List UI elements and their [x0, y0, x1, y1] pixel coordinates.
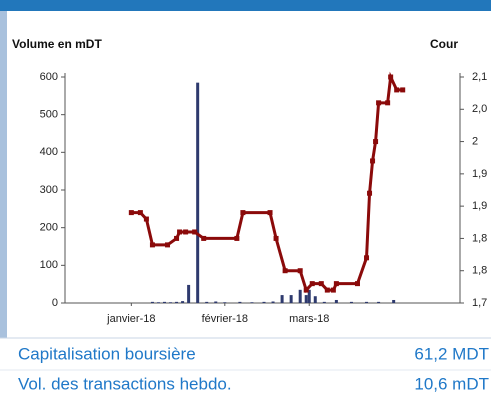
stat-label: Capitalisation boursière [18, 344, 196, 363]
top-band [0, 0, 491, 11]
price-marker [364, 255, 370, 261]
price-marker [297, 268, 303, 274]
price-marker [174, 235, 180, 241]
price-marker [192, 229, 198, 235]
y-tick-label: 0 [52, 297, 58, 309]
bar [313, 296, 317, 303]
y-tick-label: 600 [40, 71, 58, 83]
price-marker [267, 210, 273, 216]
price-marker [324, 287, 330, 293]
bar [163, 301, 167, 303]
price-marker [333, 281, 339, 287]
bar [304, 295, 308, 303]
bar [196, 82, 200, 304]
price-marker [137, 210, 143, 216]
price-marker [183, 229, 189, 235]
price-marker [303, 287, 309, 293]
chart-panel [7, 11, 491, 338]
price-marker [400, 87, 406, 93]
y-tick-label: 500 [40, 109, 58, 121]
price-marker [376, 100, 382, 106]
bar [377, 301, 381, 303]
stat-value: 61,2 MDT [414, 344, 489, 363]
price-marker [282, 268, 288, 274]
bar [349, 301, 353, 303]
bar [262, 301, 266, 303]
y2-tick-label: 2,0 [472, 103, 487, 115]
bar [280, 295, 284, 303]
price-marker [149, 242, 155, 248]
price-marker [330, 287, 336, 293]
price-marker [370, 158, 376, 164]
price-marker [143, 216, 149, 222]
price-marker [177, 229, 183, 235]
bar [150, 301, 154, 303]
bar [187, 284, 191, 303]
y2-tick-label: 1,8 [472, 265, 487, 277]
price-marker [309, 281, 315, 287]
price-marker [318, 281, 324, 287]
bar [175, 301, 179, 303]
y2-tick-label: 1,9 [472, 200, 487, 212]
price-marker [201, 235, 207, 241]
y-tick-label: 200 [40, 222, 58, 234]
price-marker [373, 139, 379, 145]
x-tick-label: janvier-18 [106, 313, 155, 325]
bar [322, 301, 326, 303]
left-strip [0, 11, 7, 338]
bar [205, 301, 209, 303]
bar [307, 289, 311, 303]
stat-label: Vol. des transactions hebdo. [18, 374, 232, 393]
bar [365, 301, 369, 303]
y2-tick-label: 2,1 [472, 71, 487, 83]
y2-axis-title: Cour [430, 37, 458, 51]
price-marker [385, 100, 391, 106]
y-tick-label: 400 [40, 146, 58, 158]
stat-value: 10,6 mDT [414, 374, 489, 393]
price-marker [128, 210, 134, 216]
y2-tick-label: 1,8 [472, 232, 487, 244]
bar [250, 302, 254, 303]
y-axis-title: Volume en mDT [12, 37, 102, 51]
bar [271, 301, 275, 303]
bar [181, 301, 185, 303]
bar [214, 301, 218, 303]
price-marker [354, 281, 360, 287]
price-marker [273, 235, 279, 241]
bar [334, 299, 338, 303]
price-marker [234, 235, 240, 241]
bar [392, 299, 396, 303]
bar [289, 295, 293, 303]
bar [156, 302, 160, 303]
price-marker [388, 74, 394, 80]
y2-tick-label: 2 [472, 135, 478, 147]
bar [238, 301, 242, 303]
x-tick-label: mars-18 [289, 313, 329, 325]
y2-tick-label: 1,9 [472, 168, 487, 180]
price-marker [165, 242, 171, 248]
y-tick-label: 100 [40, 259, 58, 271]
price-marker [394, 87, 400, 93]
bar [298, 289, 302, 303]
y-tick-label: 300 [40, 184, 58, 196]
bar [223, 302, 227, 303]
bar [169, 302, 173, 303]
y2-tick-label: 1,7 [472, 297, 487, 309]
price-marker [367, 190, 373, 196]
price-marker [240, 210, 246, 216]
x-tick-label: février-18 [202, 313, 248, 325]
